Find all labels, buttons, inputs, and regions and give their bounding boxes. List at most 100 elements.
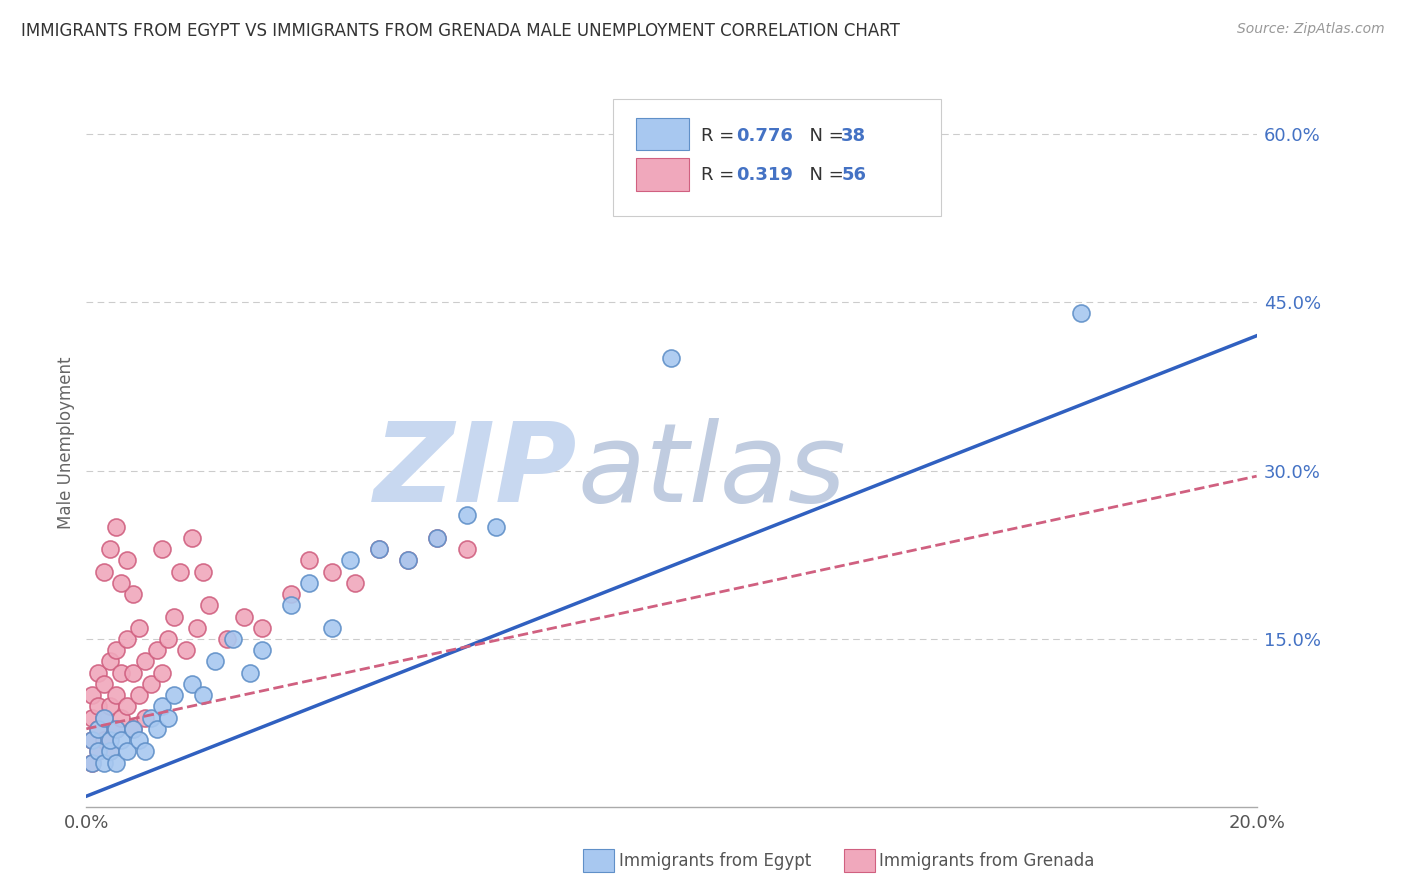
Point <box>396 553 419 567</box>
Point <box>169 565 191 579</box>
Point <box>128 688 150 702</box>
Point <box>193 565 215 579</box>
Point <box>110 575 132 590</box>
Point <box>82 756 104 770</box>
Point <box>122 587 145 601</box>
Point <box>93 710 115 724</box>
Point <box>93 677 115 691</box>
Point <box>104 722 127 736</box>
Point <box>321 565 343 579</box>
Point <box>104 519 127 533</box>
Point <box>104 688 127 702</box>
Text: Immigrants from Grenada: Immigrants from Grenada <box>879 852 1094 870</box>
Point <box>87 744 110 758</box>
Point <box>82 756 104 770</box>
Point <box>117 553 139 567</box>
Point <box>139 710 162 724</box>
Point <box>250 621 273 635</box>
Point <box>134 744 156 758</box>
Point <box>298 553 321 567</box>
FancyBboxPatch shape <box>613 99 941 216</box>
Point <box>239 665 262 680</box>
Point <box>221 632 243 646</box>
Point <box>117 699 139 714</box>
Point <box>233 609 256 624</box>
Point <box>426 531 449 545</box>
Point <box>117 744 139 758</box>
Point <box>339 553 361 567</box>
Point <box>426 531 449 545</box>
Point <box>110 733 132 747</box>
Text: 0.319: 0.319 <box>735 166 793 184</box>
Point <box>98 542 121 557</box>
Point <box>485 519 508 533</box>
Point <box>835 183 858 197</box>
Text: Immigrants from Egypt: Immigrants from Egypt <box>619 852 811 870</box>
Point <box>134 655 156 669</box>
Y-axis label: Male Unemployment: Male Unemployment <box>58 356 75 529</box>
Point <box>367 542 389 557</box>
Point <box>93 733 115 747</box>
Point <box>134 710 156 724</box>
Point <box>344 575 367 590</box>
Point <box>456 508 478 523</box>
Point <box>104 722 127 736</box>
Point <box>87 699 110 714</box>
Point <box>150 699 173 714</box>
Point <box>98 744 121 758</box>
Point <box>157 710 180 724</box>
Point <box>145 643 167 657</box>
Point <box>298 575 321 590</box>
Text: R =: R = <box>700 127 740 145</box>
Point <box>93 710 115 724</box>
Point <box>250 643 273 657</box>
Point <box>110 710 132 724</box>
Text: atlas: atlas <box>578 418 846 525</box>
Text: 56: 56 <box>841 166 866 184</box>
Point <box>110 665 132 680</box>
Point <box>93 756 115 770</box>
Text: 0.776: 0.776 <box>735 127 793 145</box>
Point <box>280 599 302 613</box>
Point <box>193 688 215 702</box>
Point <box>87 665 110 680</box>
Point <box>87 722 110 736</box>
Point <box>456 542 478 557</box>
Point <box>198 599 221 613</box>
Point <box>87 744 110 758</box>
Point <box>82 733 104 747</box>
Point <box>104 643 127 657</box>
Point <box>98 733 121 747</box>
Bar <box>637 158 689 191</box>
Point <box>396 553 419 567</box>
Text: N =: N = <box>797 127 849 145</box>
Point <box>139 677 162 691</box>
Point <box>1070 306 1092 320</box>
Point <box>93 565 115 579</box>
Point <box>174 643 197 657</box>
Point <box>157 632 180 646</box>
Point <box>321 621 343 635</box>
Point <box>82 710 104 724</box>
Point <box>280 587 302 601</box>
Point <box>186 621 208 635</box>
Point <box>122 722 145 736</box>
Point <box>215 632 238 646</box>
Point <box>98 744 121 758</box>
Point <box>367 542 389 557</box>
Point <box>661 351 683 366</box>
Point <box>128 621 150 635</box>
Point <box>122 665 145 680</box>
Point <box>180 531 202 545</box>
Bar <box>637 118 689 151</box>
Point <box>204 655 226 669</box>
Point <box>98 655 121 669</box>
Text: IMMIGRANTS FROM EGYPT VS IMMIGRANTS FROM GRENADA MALE UNEMPLOYMENT CORRELATION C: IMMIGRANTS FROM EGYPT VS IMMIGRANTS FROM… <box>21 22 900 40</box>
Text: ZIP: ZIP <box>374 418 578 525</box>
Point <box>128 733 150 747</box>
Point <box>180 677 202 691</box>
Text: Source: ZipAtlas.com: Source: ZipAtlas.com <box>1237 22 1385 37</box>
Point <box>87 722 110 736</box>
Text: R =: R = <box>700 166 740 184</box>
Point <box>150 542 173 557</box>
